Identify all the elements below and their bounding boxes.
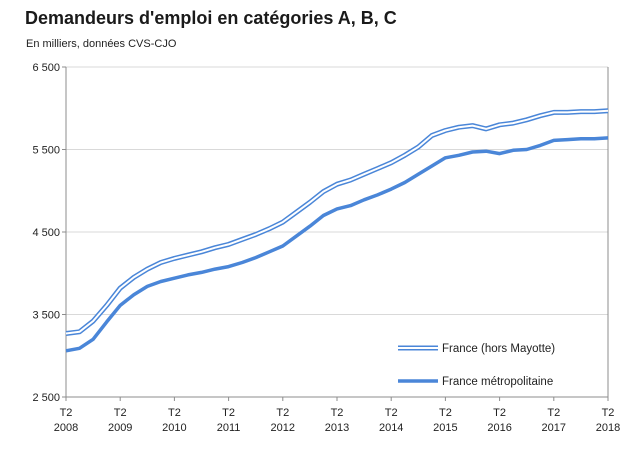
- x-tick-year-label: 2011: [217, 422, 241, 434]
- y-tick-label: 5 500: [32, 145, 60, 157]
- x-tick-year-label: 2012: [271, 422, 295, 434]
- x-tick-label: T2: [276, 407, 289, 419]
- y-tick-label: 4 500: [32, 227, 60, 239]
- series-line-inner: [65, 109, 609, 335]
- x-tick-label: T2: [385, 407, 398, 419]
- gridlines: [66, 66, 608, 315]
- x-tick-label: T2: [439, 407, 452, 419]
- y-tick-label: 2 500: [32, 392, 60, 404]
- legend-label: France (hors Mayotte): [442, 343, 555, 355]
- axes: 2 500 3 500 4 500 5 500 6 500 T2 2008 T2 2009 T2 2…: [32, 62, 620, 434]
- x-tick-year-label: 2016: [487, 422, 511, 434]
- series-lines: [65, 108, 609, 353]
- x-tick-year-label: 2013: [325, 422, 349, 434]
- y-tick-label: 3 500: [32, 310, 60, 322]
- x-tick-label: T2: [602, 407, 615, 419]
- x-tick-label: T2: [60, 407, 73, 419]
- x-tick-label: T2: [222, 407, 235, 419]
- x-tick-year-label: 2010: [162, 422, 186, 434]
- x-tick-year-label: 2017: [542, 422, 566, 434]
- legend: France (hors Mayotte) France métropolitai…: [398, 343, 555, 388]
- chart-title: Demandeurs d'emploi en catégories A, B, …: [25, 8, 397, 28]
- x-tick-label: T2: [547, 407, 560, 419]
- x-tick-year-label: 2015: [433, 422, 457, 434]
- series-line: [65, 136, 609, 353]
- x-tick-year-label: 2018: [596, 422, 620, 434]
- x-tick-label: T2: [493, 407, 506, 419]
- x-tick-year-label: 2014: [379, 422, 403, 434]
- y-tick-label: 6 500: [32, 62, 60, 74]
- x-tick-year-label: 2009: [108, 422, 132, 434]
- x-tick-year-label: 2008: [54, 422, 78, 434]
- series-line-outer: [65, 108, 609, 336]
- chart-subtitle: En milliers, données CVS-CJO: [26, 38, 177, 50]
- x-tick-label: T2: [168, 407, 181, 419]
- x-tick-label: T2: [114, 407, 127, 419]
- x-tick-label: T2: [331, 407, 344, 419]
- legend-label: France métropolitaine: [442, 376, 553, 388]
